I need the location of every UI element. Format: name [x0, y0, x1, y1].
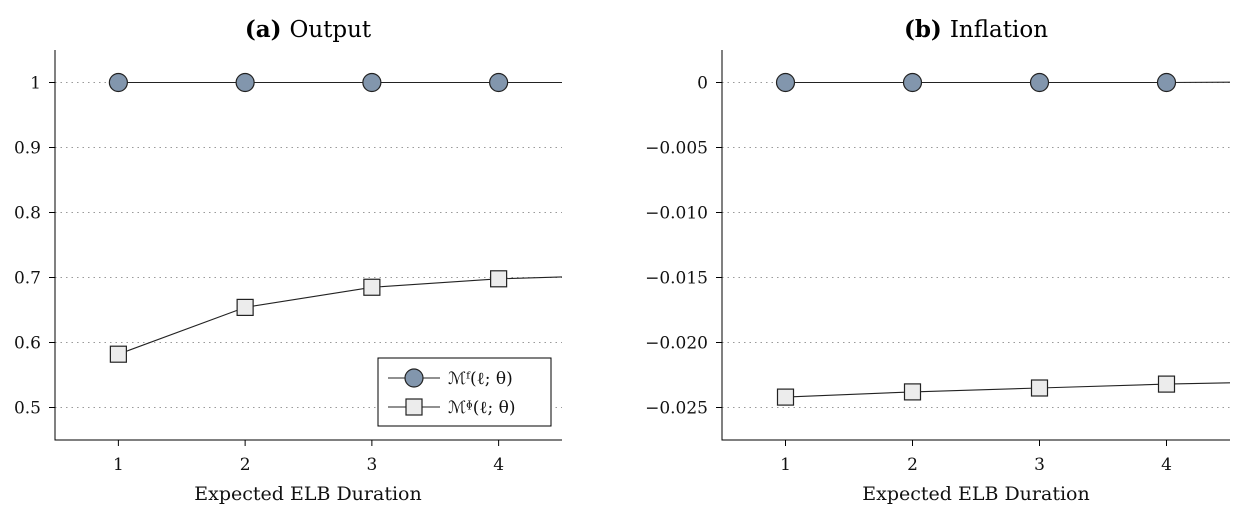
legend-label-circle: ℳᶠ(ℓ; θ)	[448, 369, 513, 389]
point-a-square-2	[363, 278, 381, 296]
panel-title-output: (a) Output	[245, 16, 372, 43]
tick-marks-a: 0.5 0.6 0.7 0.8 0.9 1 1 2 3 4	[14, 74, 504, 476]
y-tick-label-a-4: 0.9	[14, 139, 41, 159]
x-tick-label-b-1: 2	[907, 455, 918, 475]
square-marker-icon	[405, 398, 423, 416]
panel-inflation: (b) Inflation 0 −0.005 −0.010 −0.015 −0.020 −0…	[645, 16, 1231, 505]
y-tick-label-b-3: −0.015	[645, 269, 708, 289]
series-b	[775, 72, 1231, 406]
point-a-square-0	[109, 345, 127, 363]
panel-title-text-b: Inflation	[950, 17, 1048, 43]
legend: ℳᶠ(ℓ; θ) ℳᶲ(ℓ; θ)	[377, 357, 552, 427]
y-tick-label-b-5: −0.025	[645, 399, 708, 419]
y-tick-label-a-5: 1	[30, 74, 41, 94]
axes-b	[721, 50, 1230, 441]
y-tick-label-a-0: 0.5	[14, 399, 41, 419]
x-tick-label-a-0: 1	[113, 455, 124, 475]
panel-title-text-a: Output	[289, 17, 371, 43]
axes-a	[54, 50, 562, 441]
y-tick-label-b-2: −0.010	[645, 204, 708, 224]
y-tick-label-a-1: 0.6	[14, 334, 41, 354]
x-tick-label-a-2: 3	[366, 455, 377, 475]
point-b-circle-2	[1029, 72, 1050, 93]
panel-title-inflation: (b) Inflation	[904, 16, 1048, 43]
x-tick-label-b-3: 4	[1161, 455, 1172, 475]
point-a-square-1	[236, 298, 254, 316]
tick-marks-b: 0 −0.005 −0.010 −0.015 −0.020 −0.025 1 2 3 4	[645, 74, 1172, 476]
point-a-circle-1	[235, 72, 255, 93]
point-b-square-0	[776, 388, 795, 406]
point-b-square-3	[1157, 375, 1176, 393]
circle-marker-icon	[404, 368, 424, 388]
point-b-circle-1	[902, 72, 923, 93]
point-b-square-1	[903, 383, 922, 401]
x-tick-label-b-0: 1	[780, 455, 791, 475]
x-tick-label-a-1: 2	[240, 455, 251, 475]
y-tick-label-b-1: −0.005	[645, 139, 708, 159]
panel-output: (a) Output 0.5 0.6 0.7 0.8 0.9 1 1 2 3 4 Expected …	[14, 16, 563, 505]
point-a-square-3	[490, 270, 508, 288]
y-tick-label-a-2: 0.7	[14, 269, 41, 289]
y-tick-label-a-3: 0.8	[14, 204, 41, 224]
x-tick-label-b-2: 3	[1034, 455, 1045, 475]
y-tick-label-b-0: 0	[697, 74, 708, 94]
point-b-square-2	[1030, 379, 1049, 397]
y-tick-label-b-4: −0.020	[645, 334, 708, 354]
x-tick-label-a-3: 4	[493, 455, 504, 475]
point-b-circle-0	[775, 72, 796, 93]
x-axis-label-a: Expected ELB Duration	[194, 483, 421, 505]
point-a-circle-0	[108, 72, 128, 93]
x-axis-label-b: Expected ELB Duration	[862, 483, 1089, 505]
point-a-circle-2	[362, 72, 382, 93]
panel-label-b: (b)	[904, 16, 942, 43]
point-b-circle-3	[1156, 72, 1177, 93]
series-a	[108, 72, 563, 363]
point-a-circle-3	[489, 72, 509, 93]
legend-label-square: ℳᶲ(ℓ; θ)	[448, 398, 516, 418]
panel-label-a: (a)	[245, 16, 282, 43]
grid-lines-b	[722, 82, 1230, 408]
